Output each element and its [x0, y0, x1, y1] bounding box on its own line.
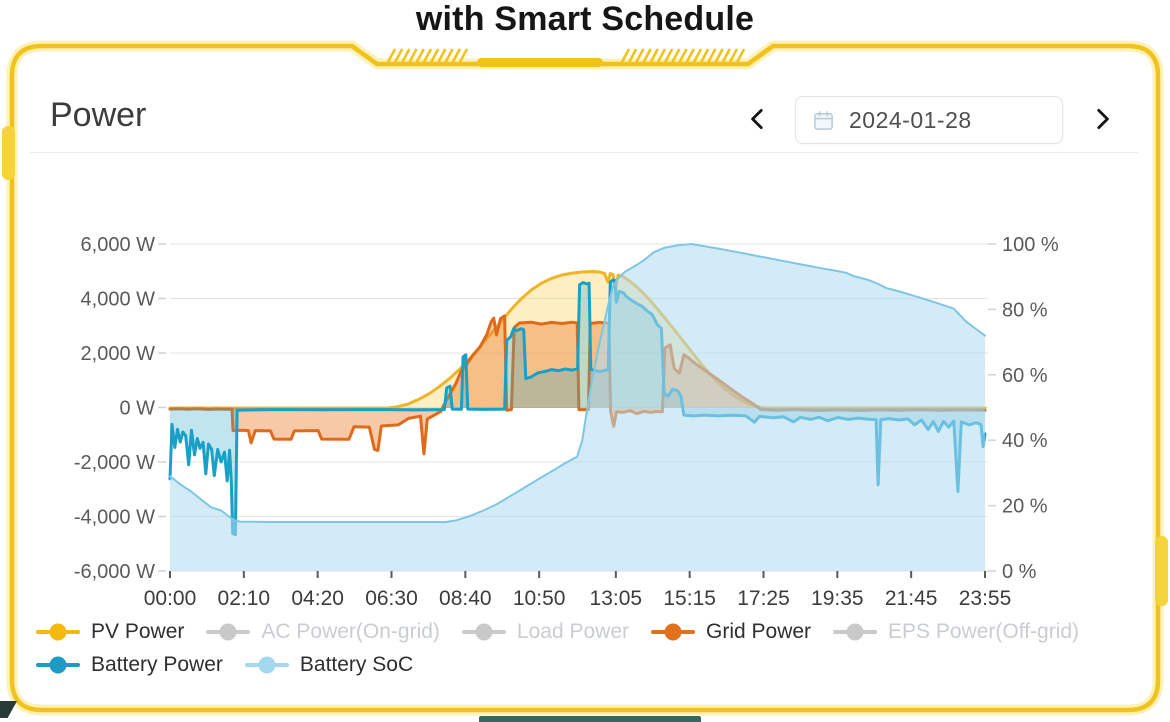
y-right-tick-label: 100 % — [1002, 234, 1059, 256]
page-title: with Smart Schedule — [415, 0, 755, 38]
frame-left-tab — [2, 126, 15, 180]
y-left-tick-label: -2,000 W — [74, 452, 155, 474]
x-tick-label: 19:35 — [811, 587, 864, 610]
chart-series — [168, 243, 987, 571]
legend-row: Battery Power Battery SoC — [36, 653, 1136, 677]
y-left-tick-label: 6,000 W — [81, 234, 156, 256]
date-prev-button[interactable] — [738, 100, 778, 140]
legend-dot-icon — [664, 623, 682, 641]
x-tick-label: 21:45 — [885, 587, 938, 610]
series-battery-power-area — [170, 279, 985, 535]
bottom-center-bar — [479, 716, 701, 722]
x-tick-label: 08:40 — [439, 587, 492, 610]
date-input[interactable]: 2024-01-28 — [795, 96, 1063, 144]
y-right-tick-label: 60 % — [1002, 365, 1048, 387]
calendar-icon — [814, 110, 833, 130]
y-right-tick-label: 40 % — [1002, 430, 1048, 452]
legend-item-battery-power[interactable]: Battery Power — [36, 653, 223, 677]
y-left-tick-label: -6,000 W — [74, 561, 155, 583]
legend-dot-icon — [49, 623, 67, 641]
legend-label: Battery Power — [91, 653, 223, 676]
x-tick-label: 13:05 — [590, 587, 643, 610]
x-tick-label: 10:50 — [513, 587, 566, 610]
legend-label: Grid Power — [706, 620, 812, 643]
y-left-tick-label: 2,000 W — [81, 343, 156, 365]
legend-marker-icon — [36, 656, 80, 674]
legend-dot-icon — [219, 623, 237, 641]
legend-row: PV Power AC Power(On-grid) Load Power Grid … — [36, 620, 1136, 644]
frame-center-bar — [477, 58, 603, 67]
legend-marker-icon — [833, 623, 878, 641]
x-tick-label: 15:15 — [663, 587, 716, 610]
legend-marker-icon — [36, 623, 80, 641]
legend-dot-icon — [846, 623, 864, 641]
frame-right-tab — [1155, 536, 1168, 606]
legend-label: Load Power — [516, 620, 629, 643]
legend-marker-icon — [651, 623, 695, 641]
x-tick-label: 00:00 — [144, 587, 197, 610]
legend-marker-icon — [206, 623, 251, 641]
y-axis-right-labels: 100 % 80 % 60 % 40 % 20 % 0 % — [988, 234, 1059, 583]
legend-item-load-power[interactable]: Load Power — [461, 620, 629, 644]
legend-marker-icon — [461, 623, 506, 641]
legend-item-ac-power-on-grid-[interactable]: AC Power(On-grid) — [206, 620, 440, 644]
frame-hatch-stripes — [386, 48, 746, 63]
x-tick-label: 06:30 — [365, 587, 418, 610]
x-tick-label: 02:10 — [218, 587, 271, 610]
legend-marker-icon — [244, 656, 289, 674]
legend-item-eps-power-off-grid-[interactable]: EPS Power(Off-grid) — [833, 620, 1079, 644]
header-divider — [30, 152, 1138, 153]
y-left-tick-label: 0 W — [119, 398, 155, 420]
chart-legend: PV Power AC Power(On-grid) Load Power Grid … — [36, 620, 1136, 677]
x-tick-label: 17:25 — [737, 587, 790, 610]
series-battery-soc-area — [170, 244, 985, 571]
chevron-right-icon — [1097, 108, 1109, 129]
y-right-tick-label: 0 % — [1002, 561, 1037, 583]
legend-dot-icon — [475, 623, 493, 641]
legend-label: EPS Power(Off-grid) — [888, 620, 1080, 643]
legend-label: Battery SoC — [299, 653, 414, 676]
legend-item-grid-power[interactable]: Grid Power — [651, 620, 811, 644]
legend-label: AC Power(On-grid) — [261, 620, 440, 643]
date-next-button[interactable] — [1082, 100, 1122, 140]
legend-label: PV Power — [91, 620, 185, 643]
series-battery-soc-line — [169, 243, 986, 523]
legend-item-pv-power[interactable]: PV Power — [36, 620, 184, 644]
frame-border — [9, 43, 1161, 713]
date-value: 2024-01-28 — [849, 106, 972, 133]
card-heading: Power — [50, 96, 147, 134]
y-right-tick-label: 20 % — [1002, 496, 1048, 518]
chevron-left-icon — [751, 108, 763, 129]
x-tick-label: 23:55 — [959, 587, 1012, 610]
y-right-tick-label: 80 % — [1002, 299, 1048, 321]
y-left-tick-label: -4,000 W — [74, 507, 155, 529]
legend-dot-icon — [258, 656, 276, 674]
y-left-tick-label: 4,000 W — [81, 289, 156, 311]
legend-dot-icon — [49, 656, 67, 674]
y-axis-left-labels: 6,000 W 4,000 W 2,000 W 0 W -2,000 W -4,000 W… — [74, 234, 166, 583]
x-tick-label: 04:20 — [291, 587, 344, 610]
x-axis-labels: 00:00 02:10 04:20 06:30 08:40 10:50 13:05 15:15… — [144, 571, 1012, 610]
legend-item-battery-soc[interactable]: Battery SoC — [244, 653, 414, 677]
